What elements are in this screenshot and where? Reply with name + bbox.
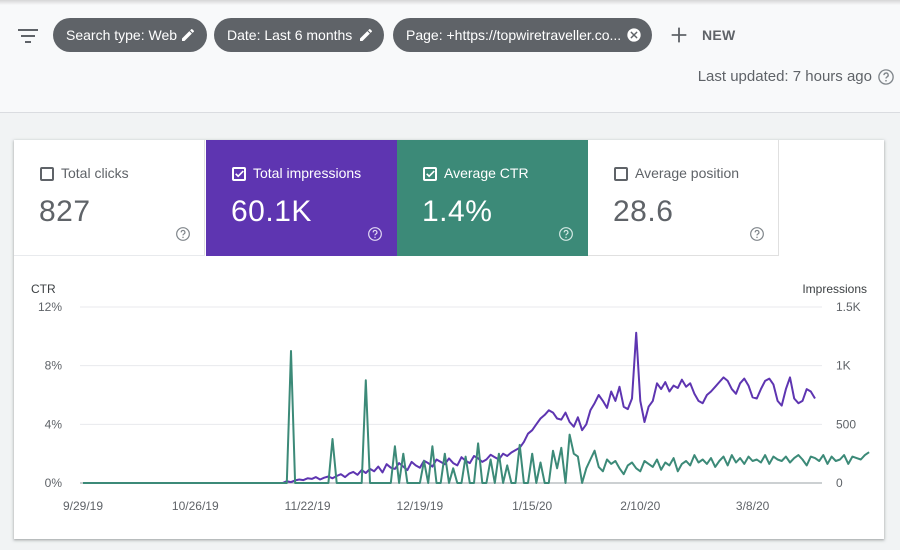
x-tick-label: 10/26/19	[172, 499, 219, 513]
performance-card: Total clicks 827 Total impressions 60.1K…	[14, 140, 884, 539]
metric-label: Average position	[635, 165, 740, 181]
filter-bar: Search type: Web Date: Last 6 months Pag…	[0, 0, 900, 113]
metric-value: 1.4%	[422, 195, 493, 228]
series-line-ctr	[83, 350, 870, 484]
chip-search-type-label: Search type: Web	[66, 27, 178, 43]
last-updated-text: Last updated: 7 hours ago	[697, 68, 872, 85]
performance-chart: CTR Impressions 12% 8% 4% 0% 1.5K 1K 500 0 9/2…	[31, 282, 870, 513]
metric-average-ctr[interactable]: Average CTR 1.4%	[397, 140, 588, 256]
x-tick-label: 9/29/19	[63, 499, 103, 513]
right-tick-label: 1.5K	[836, 300, 861, 314]
chip-page[interactable]: Page: +https://topwiretraveller.co...	[393, 18, 652, 52]
x-tick-label: 3/8/20	[736, 499, 770, 513]
right-tick-label: 0	[836, 476, 843, 490]
help-icon[interactable]	[749, 226, 765, 242]
edit-icon[interactable]	[180, 27, 196, 43]
chip-date[interactable]: Date: Last 6 months	[214, 18, 384, 52]
filter-icon[interactable]	[16, 24, 40, 48]
right-axis-title: Impressions	[802, 282, 867, 296]
left-tick-label: 0%	[45, 476, 63, 490]
metric-value: 28.6	[613, 195, 674, 228]
series-line-impressions	[83, 331, 816, 484]
checkbox-average-position[interactable]	[614, 167, 628, 181]
left-tick-label: 4%	[45, 417, 63, 431]
top-shadow	[0, 0, 900, 5]
right-tick-label: 1K	[836, 359, 851, 373]
x-tick-label: 11/22/19	[285, 499, 331, 513]
metric-label: Total clicks	[61, 165, 129, 181]
plus-icon	[671, 27, 687, 43]
help-icon[interactable]	[877, 68, 895, 86]
help-icon[interactable]	[367, 226, 383, 242]
metric-label: Total impressions	[253, 165, 362, 181]
checkmark-icon	[426, 170, 435, 178]
chip-search-type[interactable]: Search type: Web	[53, 18, 207, 52]
checkbox-total-clicks[interactable]	[40, 167, 54, 181]
checkbox-total-impressions[interactable]	[232, 167, 246, 181]
edit-icon[interactable]	[358, 27, 374, 43]
new-filter-label: NEW	[702, 27, 736, 43]
metric-total-clicks[interactable]: Total clicks 827	[14, 140, 205, 256]
help-icon[interactable]	[175, 226, 191, 242]
metric-average-position[interactable]: Average position 28.6	[588, 140, 779, 256]
metric-total-impressions[interactable]: Total impressions 60.1K	[206, 140, 397, 256]
help-icon[interactable]	[558, 226, 574, 242]
right-tick-label: 500	[836, 417, 856, 431]
metric-label: Average CTR	[444, 165, 529, 181]
chip-page-label: Page: +https://topwiretraveller.co...	[406, 27, 622, 43]
metric-value: 827	[39, 195, 91, 228]
x-tick-label: 12/19/19	[397, 499, 444, 513]
left-tick-label: 12%	[38, 300, 62, 314]
close-circle-icon[interactable]	[626, 27, 642, 43]
x-tick-label: 1/15/20	[512, 499, 552, 513]
checkmark-icon	[235, 170, 244, 178]
x-tick-label: 2/10/20	[620, 499, 660, 513]
left-axis-title: CTR	[31, 282, 56, 296]
chip-date-label: Date: Last 6 months	[227, 27, 353, 43]
left-tick-label: 8%	[45, 359, 63, 373]
metric-value: 60.1K	[231, 195, 312, 228]
checkbox-average-ctr[interactable]	[423, 167, 437, 181]
